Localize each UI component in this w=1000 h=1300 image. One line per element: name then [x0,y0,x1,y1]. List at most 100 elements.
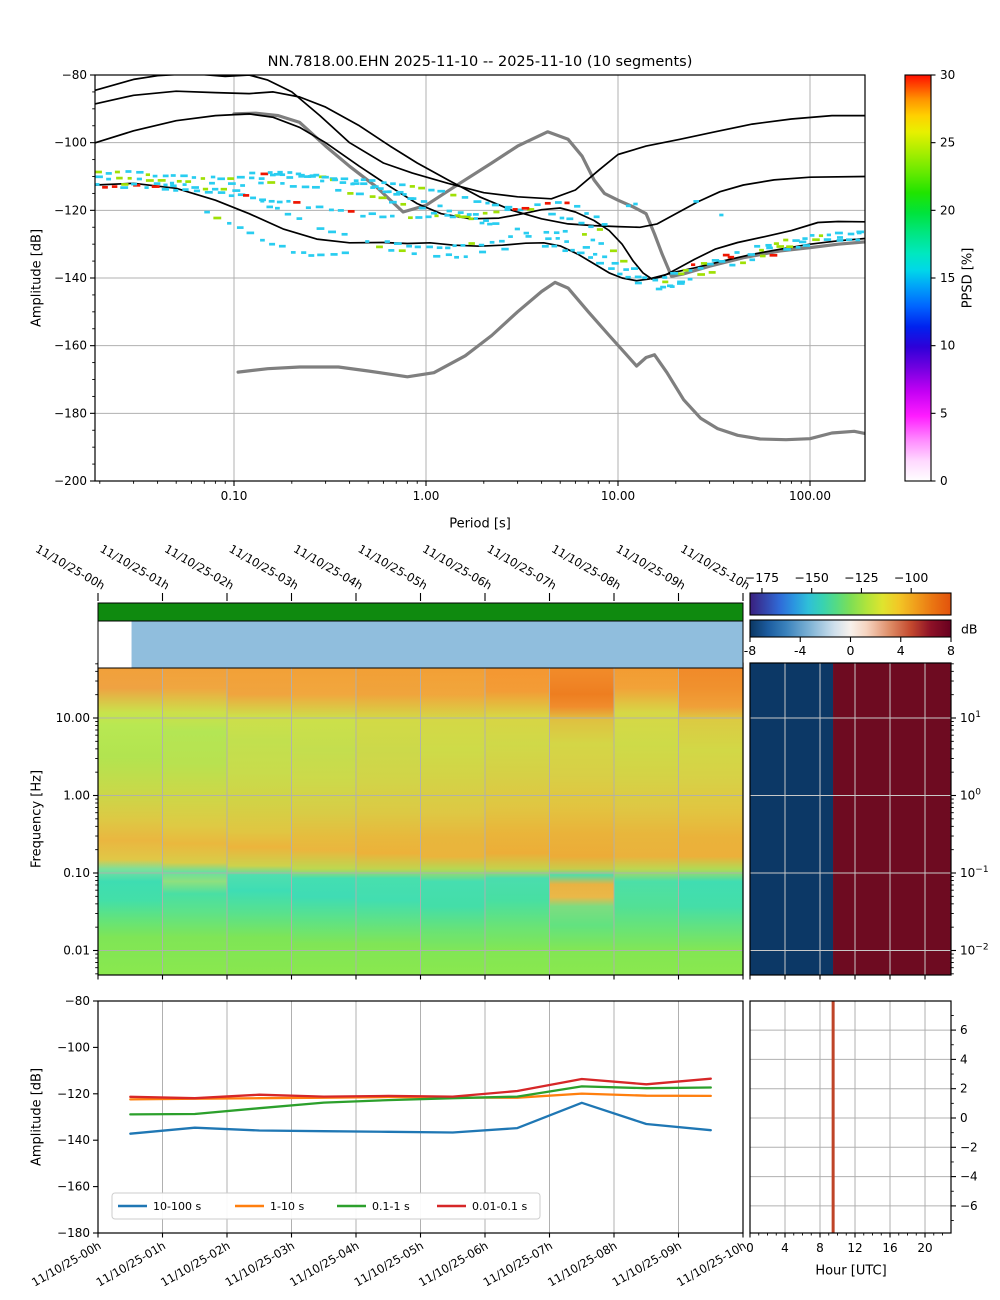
db-colorbar-label: dB [961,621,978,637]
svg-text:11/10/25-08h: 11/10/25-08h [545,1238,619,1289]
svg-text:−120: −120 [57,1087,90,1101]
svg-text:0.10: 0.10 [221,489,248,503]
svg-text:11/10/25-04h: 11/10/25-04h [287,1238,361,1289]
svg-text:20: 20 [940,203,955,217]
svg-text:0.01-0.1 s: 0.01-0.1 s [472,1200,527,1213]
svg-text:25: 25 [940,136,955,150]
svg-text:0: 0 [847,643,855,658]
svg-text:30: 30 [940,68,955,82]
svg-text:−2: −2 [960,1140,978,1154]
svg-text:-8: -8 [744,643,757,658]
figure-title: NN.7818.00.EHN 2025-11-10 -- 2025-11-10 … [267,54,693,70]
svg-text:−180: −180 [57,1226,90,1240]
svg-text:8: 8 [816,1241,824,1255]
period-axis-label: Period [s] [449,516,511,532]
ppsd-plot: 0.10 1.00 10.00 100.00 −80 −100 −120 −140 −160 −1… [54,68,866,503]
svg-text:6: 6 [960,1023,968,1037]
svg-text:100.00: 100.00 [789,489,831,503]
svg-text:−100: −100 [894,570,928,585]
svg-text:1.00: 1.00 [63,789,90,803]
svg-text:11/10/25-10h: 11/10/25-10h [674,1238,748,1289]
svg-text:11/10/25-07h: 11/10/25-07h [485,542,559,593]
svg-text:16: 16 [882,1241,897,1255]
svg-text:−125: −125 [844,570,878,585]
svg-text:0.01: 0.01 [63,944,90,958]
svg-text:0.1-1 s: 0.1-1 s [372,1200,410,1213]
amplitude-axis-label: Amplitude [dB] [29,228,45,328]
svg-text:5: 5 [940,406,948,420]
svg-text:−140: −140 [54,271,87,285]
ppsd-histogram-speckles [95,170,865,291]
svg-text:11/10/25-06h: 11/10/25-06h [416,1238,490,1289]
svg-text:8: 8 [947,643,955,658]
svg-text:1.00: 1.00 [413,489,440,503]
svg-text:11/10/25-01h: 11/10/25-01h [98,542,172,593]
svg-text:4: 4 [781,1241,789,1255]
ppsd-colorbar-label: PPSD [%] [960,247,976,309]
svg-text:−4: −4 [960,1170,978,1184]
svg-text:11/10/25-00h: 11/10/25-00h [33,542,107,593]
ppsd-colorbar: 0 5 10 15 20 25 30 [904,68,955,488]
svg-text:11/10/25-08h: 11/10/25-08h [549,542,623,593]
svg-text:−150: −150 [795,570,829,585]
svg-text:-4: -4 [794,643,807,658]
ppsd-curves [95,75,865,442]
svg-text:−100: −100 [57,1040,90,1054]
svg-text:11/10/25-09h: 11/10/25-09h [614,542,688,593]
svg-text:11/10/25-05h: 11/10/25-05h [352,1238,426,1289]
svg-text:0: 0 [940,474,948,488]
svg-text:10−1: 10−1 [960,865,989,880]
svg-text:−160: −160 [54,339,87,353]
svg-text:11/10/25-02h: 11/10/25-02h [162,542,236,593]
svg-text:2: 2 [960,1082,968,1096]
svg-text:−180: −180 [54,406,87,420]
svg-text:11/10/25-04h: 11/10/25-04h [291,542,365,593]
svg-text:15: 15 [940,271,955,285]
timeseries-panel: −80 −100 −120 −140 −160 −180 10-100 s 1-10 s 0.1… [57,994,744,1240]
svg-text:11/10/25-02h: 11/10/25-02h [158,1238,232,1289]
svg-text:11/10/25-00h: 11/10/25-00h [29,1238,103,1289]
svg-text:11/10/25-09h: 11/10/25-09h [610,1238,684,1289]
svg-text:−100: −100 [54,136,87,150]
hour-axis-label: Hour [UTC] [815,1263,887,1279]
svg-text:−6: −6 [960,1199,978,1213]
svg-text:10.00: 10.00 [56,711,90,725]
svg-text:1-10 s: 1-10 s [270,1200,304,1213]
svg-text:11/10/25-07h: 11/10/25-07h [481,1238,555,1289]
svg-text:10-100 s: 10-100 s [153,1200,201,1213]
svg-text:11/10/25-10h: 11/10/25-10h [678,542,752,593]
diff-heatmap: 101 100 10−1 10−2 [749,662,989,980]
svg-text:11/10/25-06h: 11/10/25-06h [420,542,494,593]
svg-text:10: 10 [940,339,955,353]
timeseries-legend: 10-100 s 1-10 s 0.1-1 s 0.01-0.1 s [111,1192,541,1220]
svg-text:11/10/25-03h: 11/10/25-03h [223,1238,297,1289]
time-labels-bottom: 11/10/25-00h11/10/25-01h11/10/25-02h11/1… [29,1238,748,1289]
svg-text:4: 4 [960,1052,968,1066]
svg-text:−175: −175 [745,570,779,585]
svg-text:0: 0 [746,1241,754,1255]
svg-text:−140: −140 [57,1133,90,1147]
svg-text:11/10/25-03h: 11/10/25-03h [227,542,301,593]
availability-bars [97,593,744,669]
svg-text:0.10: 0.10 [63,866,90,880]
svg-text:100: 100 [960,788,981,803]
svg-text:−160: −160 [57,1180,90,1194]
svg-text:−80: −80 [62,68,87,82]
svg-text:−120: −120 [54,203,87,217]
svg-text:101: 101 [960,710,981,725]
spectrogram-panel: 10.00 1.00 0.10 0.01 [56,662,744,980]
svg-text:10−2: 10−2 [960,943,989,958]
svg-text:4: 4 [897,643,905,658]
svg-text:11/10/25-05h: 11/10/25-05h [356,542,430,593]
svg-text:20: 20 [917,1241,932,1255]
frequency-axis-label: Frequency [Hz] [29,769,45,869]
svg-text:12: 12 [847,1241,862,1255]
svg-text:−200: −200 [54,474,87,488]
svg-text:0: 0 [960,1111,968,1125]
svg-text:−80: −80 [65,994,90,1008]
time-labels-top: 11/10/25-00h11/10/25-01h11/10/25-02h11/1… [33,542,752,593]
psd-colorbar: −175 −150 −125 −100 [745,570,952,616]
svg-text:10.00: 10.00 [601,489,635,503]
